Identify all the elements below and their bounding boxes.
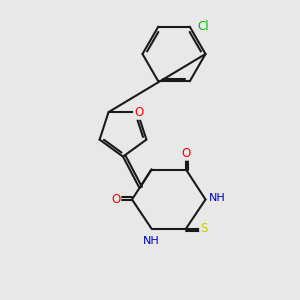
Text: O: O [134, 106, 144, 118]
Text: Cl: Cl [197, 20, 209, 33]
Text: O: O [111, 193, 120, 206]
Text: O: O [182, 146, 190, 160]
Text: S: S [200, 222, 208, 235]
Text: NH: NH [208, 193, 225, 203]
Text: NH: NH [142, 236, 159, 246]
